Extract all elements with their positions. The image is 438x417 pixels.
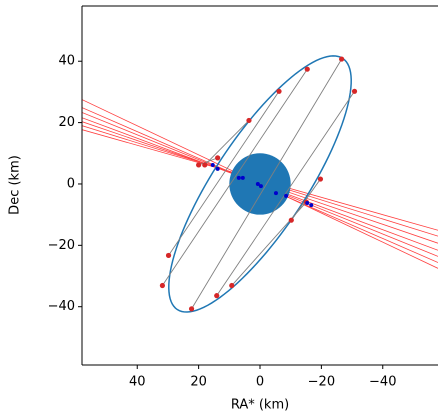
chord-center [236,175,241,180]
chord-point [188,306,195,312]
chord-point [202,162,208,168]
x-tick-label: 20 [190,375,207,390]
chord [168,91,280,256]
chord-center [258,184,263,189]
x-axis-label: RA* (km) [231,398,289,413]
chord-center [309,203,314,208]
chord-center [240,175,245,180]
y-axis-label: Dec (km) [8,155,23,215]
chord-point [196,162,202,168]
plot-area [82,55,438,313]
x-tick-label: −40 [369,375,396,390]
chord-point [351,88,358,94]
y-tick-label: −20 [48,238,75,253]
body [229,153,291,215]
chord-center [305,200,310,205]
chord [198,157,218,166]
x-tick-label: −20 [308,375,335,390]
chord-center [255,181,260,186]
x-tick-label: 40 [129,375,146,390]
chord [204,120,250,166]
y-tick-label: 0 [67,176,75,191]
y-tick-label: 40 [58,54,75,69]
chord-center [210,162,215,167]
chord-point [304,66,310,72]
y-tick-label: 20 [58,115,75,130]
x-tick-label: 0 [256,375,264,390]
chord-point [165,252,172,259]
chord-point [276,88,282,94]
chord-point [317,176,324,182]
chord-center [273,191,278,196]
y-tick-label: −40 [48,299,75,314]
chord [191,58,343,310]
chord-point [214,293,220,299]
chord-center [284,193,289,198]
ellipse-fit [168,55,352,313]
chord-point [288,217,294,223]
chord [216,91,355,296]
chord-point [246,117,252,124]
chord-point [339,56,345,62]
chord-point [215,155,221,161]
chord [162,68,308,286]
chord-point [229,282,235,289]
chord [231,201,307,286]
chord-center [215,166,220,171]
chord-point [159,282,166,289]
